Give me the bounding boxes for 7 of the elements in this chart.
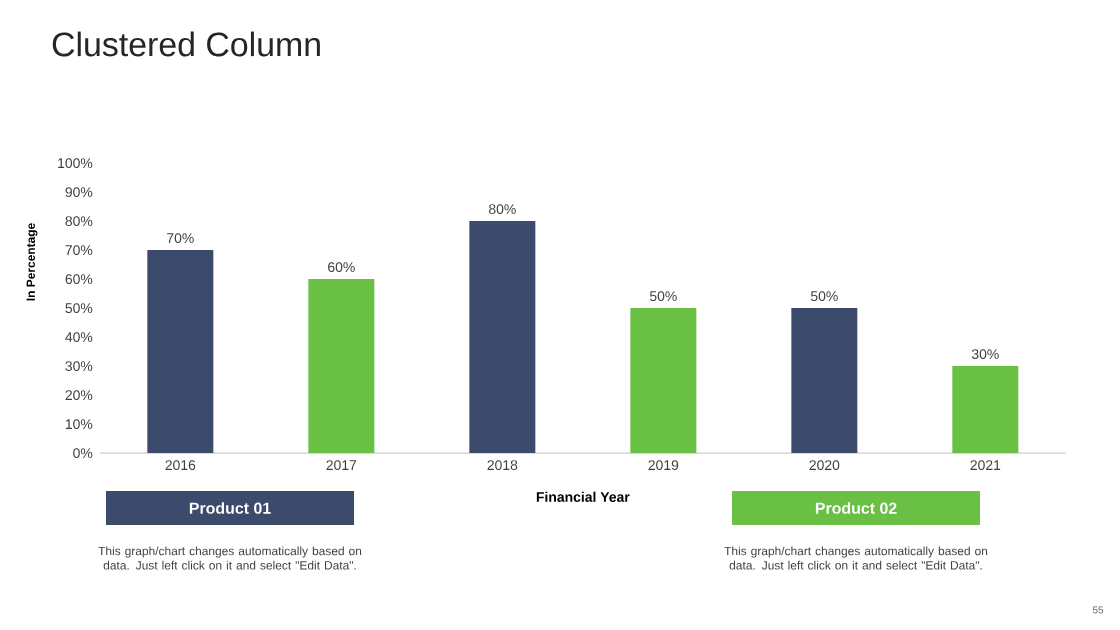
bar xyxy=(147,250,214,454)
bar xyxy=(630,308,697,454)
bar xyxy=(791,308,858,454)
bar xyxy=(952,366,1019,454)
chart-title: Clustered Column xyxy=(52,31,320,57)
bar xyxy=(469,221,536,454)
bar xyxy=(308,279,375,454)
